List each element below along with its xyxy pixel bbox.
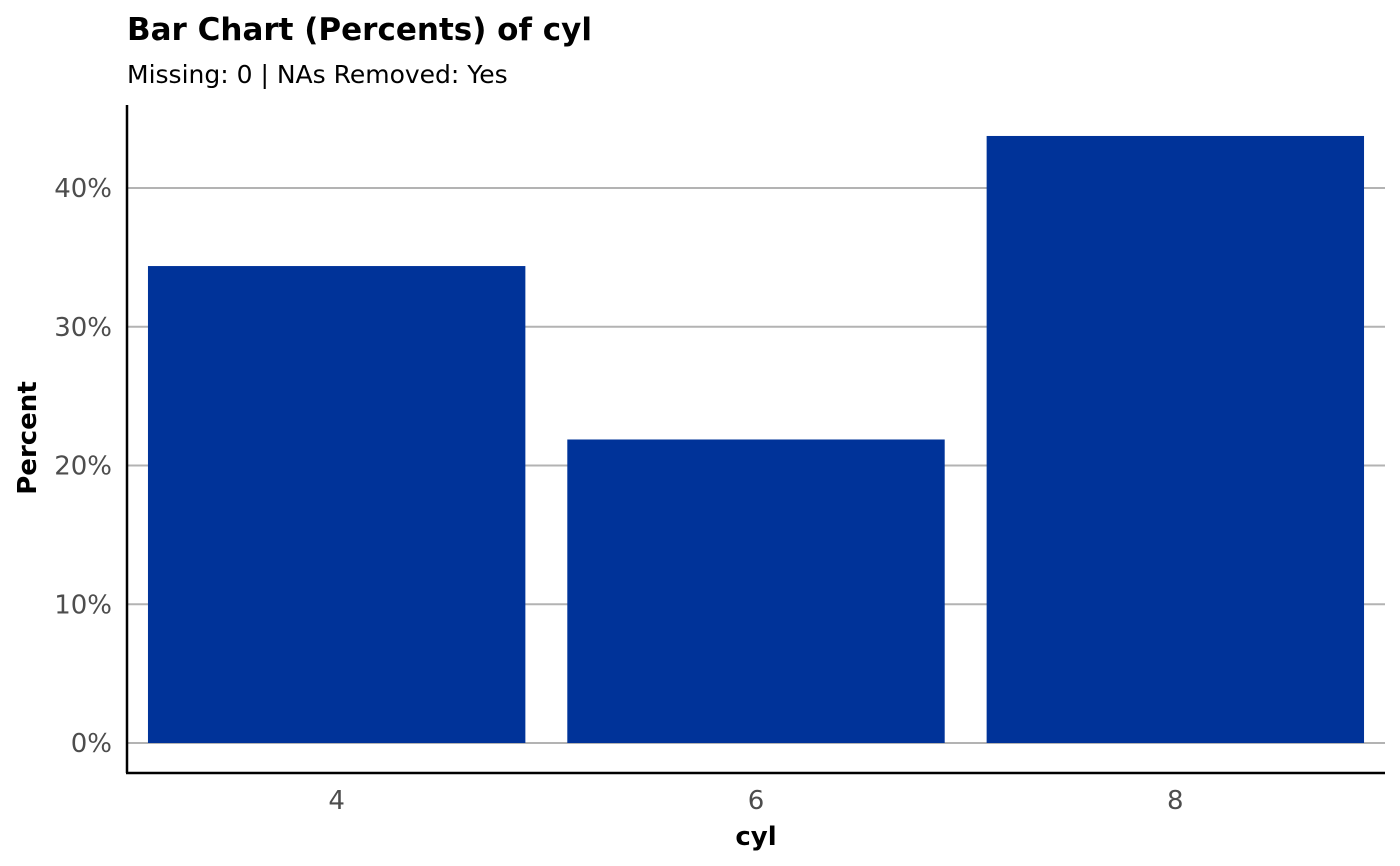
bars <box>147 135 1365 743</box>
x-tick-label: 4 <box>328 786 345 816</box>
y-tick-label: 0% <box>71 729 112 759</box>
y-tick-label: 10% <box>54 590 112 620</box>
x-tick-label: 8 <box>1167 786 1184 816</box>
y-tick-labels: 0% 10% 20% 30% 40% <box>54 174 112 759</box>
chart-subtitle: Missing: 0 | NAs Removed: Yes <box>127 60 508 89</box>
bar-cyl-6 <box>567 439 945 743</box>
x-axis-title: cyl <box>735 822 776 852</box>
y-tick-label: 40% <box>54 174 112 204</box>
y-tick-label: 30% <box>54 313 112 343</box>
bar-cyl-4 <box>147 266 526 743</box>
chart-title: Bar Chart (Percents) of cyl <box>127 12 592 48</box>
y-tick-label: 20% <box>54 452 112 482</box>
y-axis-title: Percent <box>13 381 43 495</box>
x-tick-label: 6 <box>748 786 765 816</box>
bar-cyl-8 <box>986 135 1365 743</box>
x-tick-labels: 4 6 8 <box>328 786 1183 816</box>
